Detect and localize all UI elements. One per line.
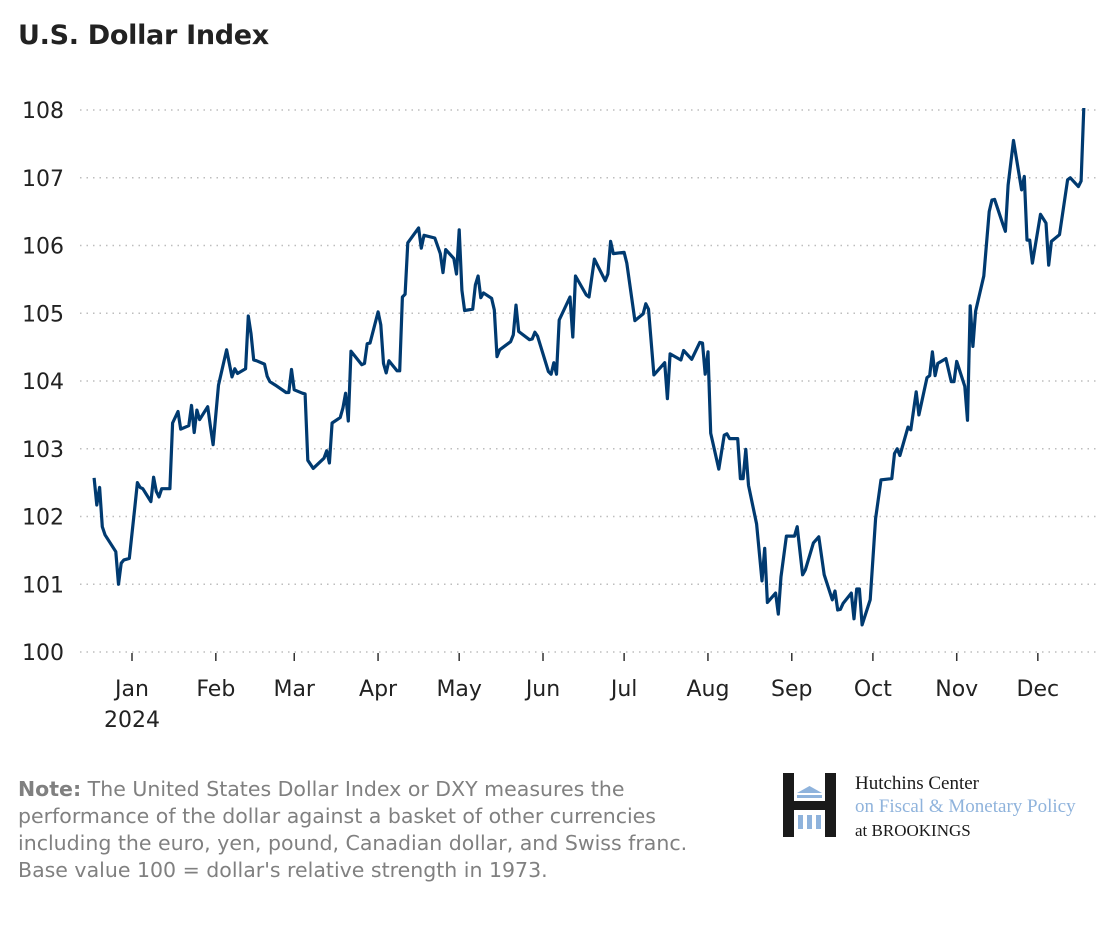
y-tick-label: 104 <box>22 370 64 395</box>
x-tick-label: Aug <box>686 677 729 702</box>
x-tick-label: Feb <box>196 677 235 702</box>
x-year-label: 2024 <box>104 708 160 733</box>
x-tick-label: May <box>436 677 481 702</box>
gridlines <box>80 109 1100 653</box>
x-tick-label: Jun <box>524 677 560 702</box>
y-tick-label: 107 <box>22 167 64 192</box>
dollar-index-line <box>92 107 1086 627</box>
y-tick-label: 102 <box>22 506 64 531</box>
y-tick-label: 103 <box>22 438 64 463</box>
x-tick-label: Sep <box>771 677 812 702</box>
x-tick-label: Mar <box>273 677 315 702</box>
x-tick-label: Nov <box>935 677 978 702</box>
logo-line-3: at BROOKINGS <box>855 821 971 840</box>
note-text: The United States Dollar Index or DXY me… <box>18 777 688 882</box>
y-axis: 100 101 102 103 104 105 106 107 108 <box>22 99 64 666</box>
x-tick-label: Jan <box>113 677 149 702</box>
series-layer <box>92 107 1086 627</box>
line-chart: 100 101 102 103 104 105 106 107 108 Jan Feb Mar Apr… <box>22 99 1100 733</box>
x-tick-label: Oct <box>854 677 892 702</box>
chart-note: Note: The United States Dollar Index or … <box>18 776 738 884</box>
x-axis: Jan Feb Mar Apr May Jun Jul Aug Sep Oct Nov Dec 2024 <box>104 653 1059 733</box>
x-tick-label: Apr <box>359 677 398 702</box>
x-tick-label: Jul <box>609 677 638 702</box>
logo-line-2: on Fiscal & Monetary Policy <box>855 796 1076 817</box>
y-tick-label: 101 <box>22 573 64 598</box>
y-tick-label: 106 <box>22 235 64 260</box>
chart-title: U.S. Dollar Index <box>18 20 269 51</box>
x-tick-label: Dec <box>1017 677 1060 702</box>
hutchins-center-logo: Hutchins Center on Fiscal & Monetary Pol… <box>783 773 1113 840</box>
y-tick-label: 108 <box>22 99 64 124</box>
hutchins-h-icon <box>783 773 836 837</box>
y-tick-label: 105 <box>22 302 64 327</box>
note-label: Note: <box>18 777 82 801</box>
y-tick-label: 100 <box>22 641 64 666</box>
logo-line-1: Hutchins Center <box>855 773 980 794</box>
